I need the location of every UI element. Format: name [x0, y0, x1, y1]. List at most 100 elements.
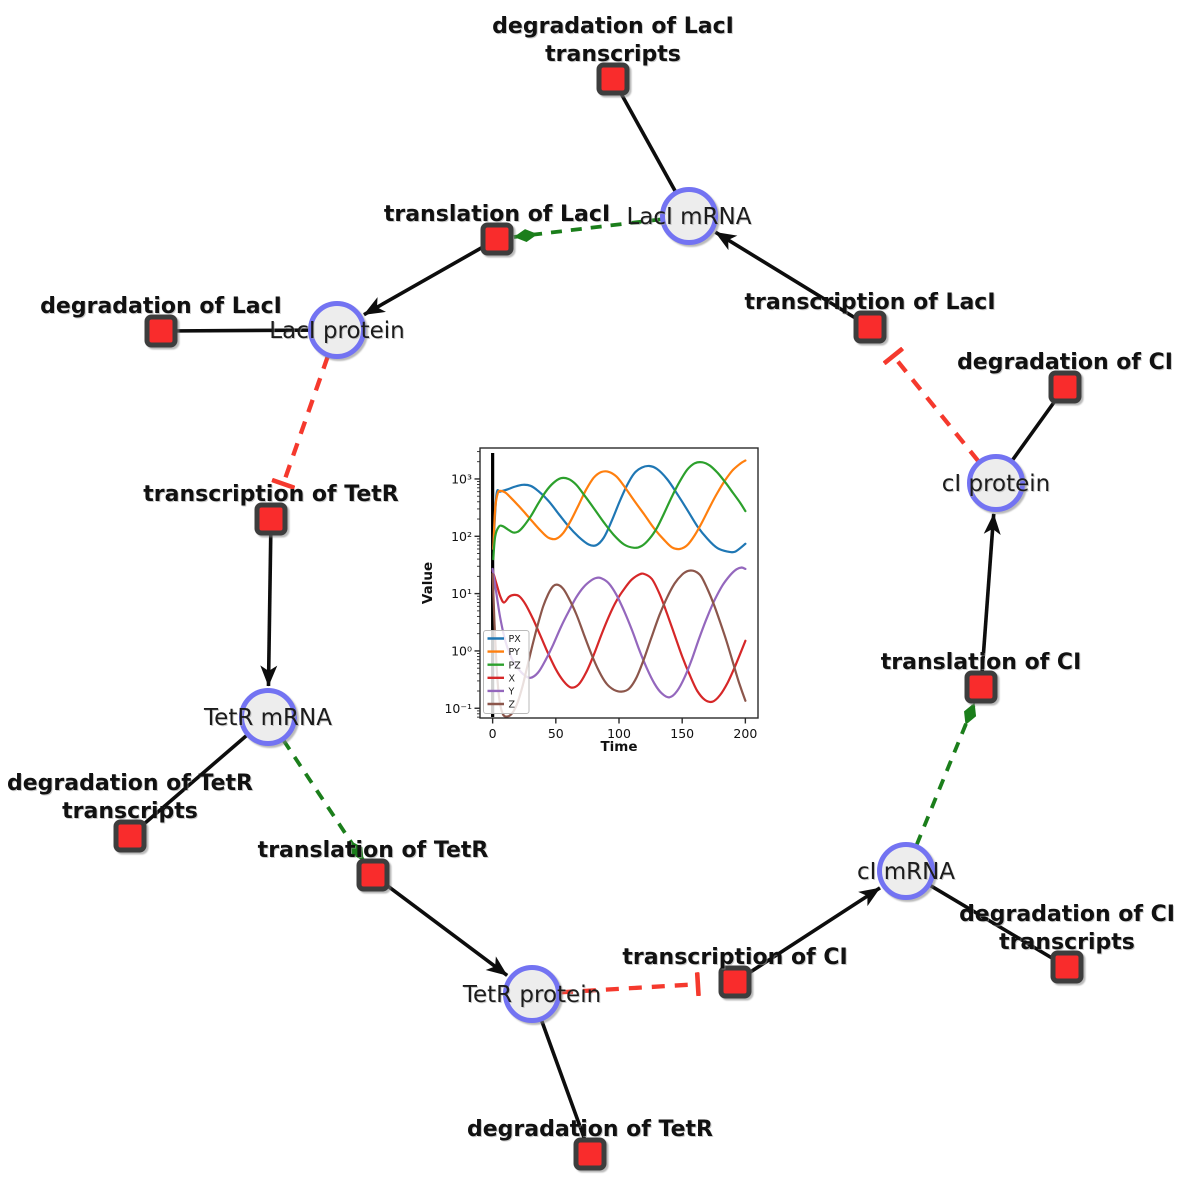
edge-modifier-laci-mrna-to-translation-of-laci: [513, 217, 662, 243]
reaction-node-degradation-of-tetr-transcripts: degradation of TetR transcripts: [7, 771, 253, 853]
reaction-label-degradation-of-ci-transcripts-line1: degradation of CI: [959, 902, 1175, 927]
reaction-label-translation-of-tetr: translation of TetR: [258, 838, 489, 863]
reaction-label-degradation-of-tetr-transcripts-line1: degradation of TetR: [7, 771, 253, 796]
edge-consumption-laci-protein-to-degradation-of-laci: [160, 328, 338, 333]
species-node-tetr-protein: TetR protein: [462, 965, 601, 1023]
chart-y-ticklabel-1: 10⁰: [451, 643, 472, 658]
species-circle-laci-mrna[interactable]: [660, 187, 718, 245]
species-circle-tetr-mrna[interactable]: [239, 688, 297, 746]
reaction-square-translation-of-laci[interactable]: [480, 222, 514, 256]
reaction-node-degradation-of-laci-transcripts: degradation of LacI transcripts: [492, 14, 734, 96]
species-circle-ci-mrna[interactable]: [877, 842, 935, 900]
species-label-laci-protein: LacI protein: [269, 318, 404, 344]
reaction-label-transcription-of-ci: transcription of CI: [622, 945, 847, 970]
chart-legend: PX PY PZ XYZ: [483, 630, 530, 714]
reaction-node-degradation-of-tetr: degradation of TetR: [467, 1117, 713, 1171]
species-node-laci-mrna: LacI mRNA: [627, 187, 752, 245]
legend-label-X: X: [509, 673, 516, 684]
edge-consumption-ci-mrna-to-degradation-of-ci-transcripts: [905, 869, 1068, 969]
reaction-label-degradation-of-tetr: degradation of TetR: [467, 1117, 713, 1142]
reaction-label-translation-of-ci: translation of CI: [881, 650, 1082, 675]
reaction-node-transcription-of-ci: transcription of CI: [622, 945, 848, 999]
reaction-square-translation-of-tetr[interactable]: [356, 858, 390, 892]
reaction-label-transcription-of-laci: transcription of LacI: [744, 290, 995, 315]
reaction-node-translation-of-ci: translation of CI: [881, 650, 1082, 704]
reaction-node-transcription-of-tetr: transcription of TetR: [143, 482, 399, 536]
species-node-ci-mrna: cI mRNA: [857, 842, 955, 900]
chart-x-ticklabel-0: 0: [489, 726, 497, 741]
reaction-label-translation-of-laci: translation of LacI: [384, 202, 610, 227]
chart-y-ticklabel-1000: 10³: [451, 471, 472, 486]
reaction-square-degradation-of-tetr-transcripts[interactable]: [113, 819, 147, 853]
edge-production-transcription-of-tetr-to-tetr-mrna: [260, 518, 278, 687]
edge-inhibition-tetr-protein-to-transcription-of-ci: [559, 972, 701, 997]
reaction-square-transcription-of-tetr[interactable]: [254, 502, 288, 536]
edges-layer: [128, 78, 1068, 1155]
species-label-tetr-protein: TetR protein: [462, 982, 601, 1008]
reaction-label-degradation-of-tetr-transcripts-line2: transcripts: [62, 799, 198, 824]
legend-label-PY: PY: [509, 647, 521, 658]
edge-production-translation-of-laci-to-laci-protein: [363, 237, 498, 317]
edge-consumption-tetr-mrna-to-degradation-of-tetr-transcripts: [128, 715, 270, 838]
chart-xlabel: Time: [600, 739, 637, 755]
reaction-square-degradation-of-tetr[interactable]: [573, 1137, 607, 1171]
edge-production-translation-of-ci-to-ci-protein: [979, 513, 1001, 688]
chart-series-PX: [492, 464, 747, 554]
chart-y-ticklabel-100: 10²: [451, 529, 472, 544]
reaction-square-degradation-of-laci-transcripts[interactable]: [596, 62, 630, 96]
chart-y-ticklabel-10: 10¹: [451, 586, 472, 601]
reaction-square-transcription-of-ci[interactable]: [718, 965, 752, 999]
nodes-layer: degradation of LacI transcripts translatio…: [7, 14, 1175, 1171]
reaction-node-degradation-of-laci: degradation of LacI: [40, 294, 282, 348]
reaction-node-degradation-of-ci: degradation of CI: [957, 350, 1173, 404]
reaction-square-degradation-of-ci[interactable]: [1048, 370, 1082, 404]
legend-label-PZ: PZ: [509, 660, 522, 671]
reaction-node-translation-of-laci: translation of LacI: [384, 202, 610, 256]
edge-production-transcription-of-laci-to-laci-mrna: [714, 230, 871, 329]
species-node-tetr-mrna: TetR mRNA: [203, 688, 332, 746]
chart-x-ticklabel-100: 100: [607, 726, 631, 741]
chart-x-ticklabel-150: 150: [670, 726, 694, 741]
reaction-square-transcription-of-laci[interactable]: [853, 310, 887, 344]
reaction-node-translation-of-tetr: translation of TetR: [258, 838, 489, 892]
species-label-ci-protein: cI protein: [942, 471, 1051, 497]
edge-inhibition-laci-protein-to-transcription-of-tetr: [271, 355, 330, 490]
legend-label-Y: Y: [508, 687, 515, 698]
legend-label-PX: PX: [509, 634, 522, 645]
chart-series-PZ: [492, 460, 747, 561]
reaction-square-translation-of-ci[interactable]: [964, 670, 998, 704]
species-label-tetr-mrna: TetR mRNA: [203, 705, 332, 731]
chart-series-PY: [492, 459, 747, 551]
edge-modifier-tetr-mrna-to-translation-of-tetr: [281, 739, 366, 862]
edge-production-transcription-of-ci-to-ci-mrna: [734, 886, 881, 984]
chart-series-X: [491, 569, 747, 704]
species-circle-laci-protein[interactable]: [308, 301, 366, 359]
reaction-square-degradation-of-ci-transcripts[interactable]: [1050, 950, 1084, 984]
chart-x-ticklabel-200: 200: [733, 726, 757, 741]
chart-y-ticklabel-0.1: 10⁻¹: [444, 701, 472, 716]
species-label-laci-mrna: LacI mRNA: [627, 204, 752, 230]
species-circle-ci-protein[interactable]: [967, 454, 1025, 512]
inset-chart: 0 50 100 150 20010⁻¹10⁰10¹10²10³TimeValuePXP…: [420, 436, 774, 760]
chart-ylabel: Value: [420, 562, 436, 604]
reaction-node-degradation-of-ci-transcripts: degradation of CI transcripts: [959, 902, 1175, 984]
reaction-square-degradation-of-laci[interactable]: [144, 314, 178, 348]
species-circle-tetr-protein[interactable]: [503, 965, 561, 1023]
edge-production-translation-of-tetr-to-tetr-protein: [371, 873, 509, 977]
chart-x-ticklabel-50: 50: [548, 726, 564, 741]
species-label-ci-mrna: cI mRNA: [857, 859, 955, 885]
edge-modifier-ci-mrna-to-translation-of-ci: [914, 702, 977, 846]
chart-legend-box: [483, 630, 530, 714]
legend-label-Z: Z: [509, 700, 516, 711]
reaction-label-transcription-of-tetr: transcription of TetR: [143, 482, 399, 507]
reaction-node-transcription-of-laci: transcription of LacI: [744, 290, 996, 344]
reaction-label-degradation-of-laci-transcripts-line2: transcripts: [545, 42, 681, 67]
reaction-label-degradation-of-laci: degradation of LacI: [40, 294, 282, 319]
reaction-label-degradation-of-ci-transcripts-line2: transcripts: [999, 930, 1135, 955]
reaction-label-degradation-of-laci-transcripts-line1: degradation of LacI: [492, 14, 734, 39]
species-node-ci-protein: cI protein: [942, 454, 1051, 512]
species-node-laci-protein: LacI protein: [269, 301, 405, 359]
reaction-label-degradation-of-ci: degradation of CI: [957, 350, 1173, 375]
